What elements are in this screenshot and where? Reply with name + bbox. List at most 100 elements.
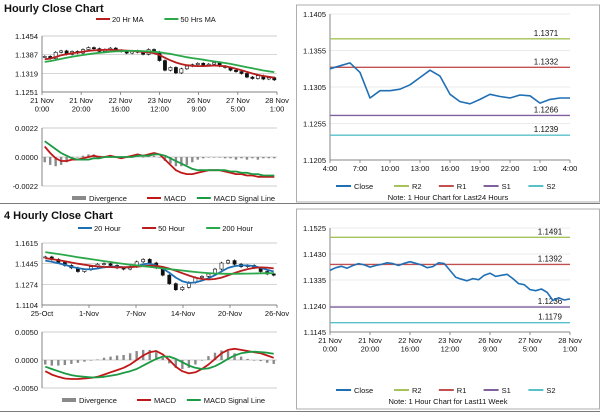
- chart-note: Note: 1 Hour Chart for Last24 Hours: [388, 193, 509, 202]
- candle-body: [53, 51, 58, 59]
- y-tick-label: 1.1445: [15, 260, 38, 269]
- divergence-bar: [207, 356, 210, 360]
- divergence-bar: [87, 154, 90, 157]
- y-tick-label: 1.1387: [15, 51, 38, 60]
- divergence-bar: [102, 357, 106, 360]
- series-line-macd: [44, 347, 275, 380]
- candle-body: [219, 262, 224, 270]
- candle-body: [163, 60, 167, 71]
- divergence-bar: [122, 354, 125, 360]
- divergence-bar: [234, 157, 238, 160]
- divergence-bar: [213, 352, 217, 360]
- legend-label: 200 Hour: [222, 224, 253, 233]
- x-tick-label: 21 Nov 20:00: [69, 96, 93, 114]
- divergence-bar: [200, 360, 204, 361]
- divergence-bar: [233, 353, 236, 360]
- divergence-bar: [174, 360, 178, 368]
- candle-body: [167, 274, 172, 284]
- candle-body: [201, 63, 206, 66]
- legend-swatch-divergence: [62, 398, 76, 402]
- y-tick-label: 1.1274: [15, 280, 38, 289]
- x-tick-label: 25-Oct: [31, 309, 54, 318]
- divergence-bar: [44, 360, 47, 365]
- divergence-bar: [109, 356, 112, 360]
- level-label-r2: 1.1491: [538, 227, 563, 236]
- series-line-20-hr-ma: [44, 48, 275, 79]
- divergence-bar: [89, 360, 93, 361]
- divergence-bar: [128, 353, 132, 360]
- section-divider: [0, 203, 600, 204]
- divergence-bar: [252, 360, 256, 361]
- divergence-bar: [57, 360, 60, 366]
- candle-body: [108, 263, 113, 266]
- x-tick-label: 21 Nov 0:00: [30, 96, 54, 114]
- legend-label: R2: [412, 182, 422, 191]
- candle-body: [179, 68, 184, 74]
- y-tick-label: 1.1255: [303, 120, 326, 129]
- divergence-bar: [266, 360, 269, 363]
- divergence-bar: [273, 157, 276, 159]
- x-tick-label: 7-Nov: [126, 309, 146, 318]
- candle-body: [180, 286, 185, 291]
- x-tick-label: 27 Nov 5:00: [518, 336, 542, 354]
- 4-hourly-section-title: 4 Hourly Close Chart: [4, 210, 113, 222]
- candle-body: [234, 69, 238, 72]
- level-label-s1: 1.1266: [534, 105, 559, 114]
- x-tick-label: 27 Nov 5:00: [226, 96, 250, 114]
- y-tick-label: 0.0022: [15, 124, 38, 133]
- divergence-bar: [207, 157, 210, 158]
- divergence-bar: [223, 157, 227, 159]
- divergence-bar: [83, 360, 86, 362]
- divergence-bar: [135, 351, 138, 360]
- x-tick-label: 4:00: [323, 164, 338, 173]
- divergence-bar: [169, 157, 172, 164]
- legend-label: 20 Hour: [94, 224, 121, 233]
- y-tick-label: 0.0000: [15, 153, 38, 162]
- candle-body: [226, 260, 230, 264]
- divergence-bar: [180, 157, 183, 167]
- level-label-s1: 1.1236: [538, 297, 563, 306]
- x-tick-label: 1:00: [533, 164, 548, 173]
- candle-body: [147, 259, 152, 264]
- series-line-macd-signal-line: [44, 140, 275, 177]
- y-tick-label: 1.1319: [15, 69, 38, 78]
- y-tick-label: 1.1104: [16, 301, 38, 310]
- divergence-bar: [256, 157, 260, 160]
- divergence-bar: [239, 356, 243, 360]
- x-tick-label: 26 Nov 9:00: [478, 336, 502, 354]
- candle-body: [42, 56, 47, 58]
- level-label-s2: 1.1239: [534, 125, 559, 134]
- candle-body: [212, 62, 217, 65]
- divergence-bar: [245, 157, 249, 160]
- x-tick-label: 23 Nov 12:00: [438, 336, 462, 354]
- divergence-bar: [218, 157, 221, 158]
- chart-note: Note: 1 Hour Chart for Last11 Week: [389, 397, 508, 406]
- x-tick-label: 14-Nov: [171, 309, 195, 318]
- divergence-bar: [191, 157, 194, 163]
- legend-swatch-divergence: [72, 196, 86, 200]
- x-tick-label: 13:00: [411, 164, 430, 173]
- y-tick-label: 1.1205: [303, 156, 326, 165]
- candle-body: [250, 76, 255, 79]
- legend-label: 50 Hrs MA: [180, 15, 215, 24]
- x-tick-label: 1-Nov: [79, 309, 99, 318]
- divergence-bar: [161, 357, 164, 360]
- legend-label: Divergence: [79, 396, 117, 405]
- divergence-bar: [226, 351, 230, 360]
- x-tick-label: 28 Nov 1:00: [558, 336, 582, 354]
- candle-body: [200, 276, 204, 278]
- divergence-bar: [251, 157, 254, 159]
- divergence-bar: [43, 157, 46, 163]
- divergence-bar: [141, 157, 145, 158]
- candle-body: [206, 273, 211, 277]
- candle-body: [173, 67, 178, 74]
- legend-label: R1: [457, 386, 467, 395]
- legend-label: R2: [412, 386, 422, 395]
- divergence-bar: [155, 352, 158, 360]
- y-tick-label: -0.0022: [13, 182, 38, 191]
- divergence-bar: [65, 157, 68, 163]
- legend-label: S1: [502, 386, 511, 395]
- divergence-bar: [194, 360, 197, 365]
- divergence-bar: [246, 358, 249, 360]
- candle-body: [232, 260, 237, 265]
